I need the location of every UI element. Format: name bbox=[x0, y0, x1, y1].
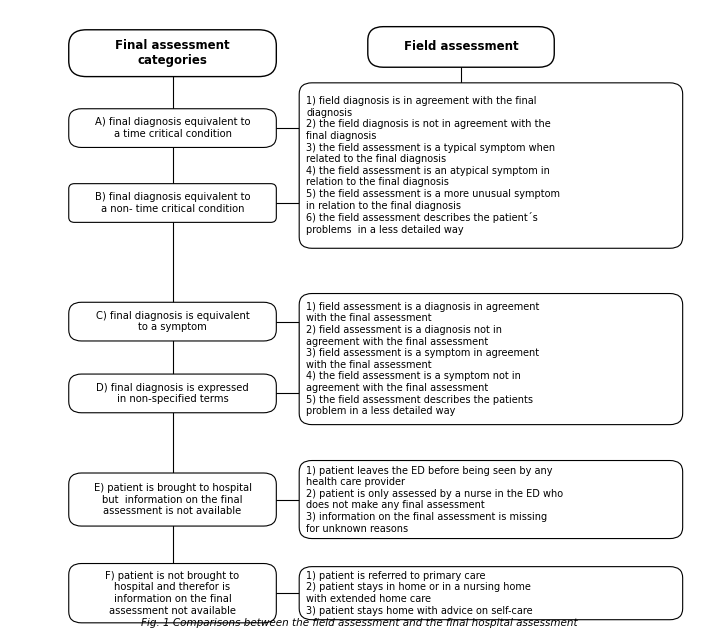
FancyBboxPatch shape bbox=[69, 30, 276, 76]
FancyBboxPatch shape bbox=[69, 374, 276, 413]
FancyBboxPatch shape bbox=[299, 567, 683, 620]
Text: A) final diagnosis equivalent to
a time critical condition: A) final diagnosis equivalent to a time … bbox=[95, 117, 251, 139]
Text: 1) field assessment is a diagnosis in agreement
with the final assessment
2) fie: 1) field assessment is a diagnosis in ag… bbox=[307, 302, 540, 416]
FancyBboxPatch shape bbox=[69, 473, 276, 526]
Text: Fig. 1 Comparisons between the field assessment and the final hospital assessmen: Fig. 1 Comparisons between the field ass… bbox=[141, 617, 577, 627]
FancyBboxPatch shape bbox=[69, 564, 276, 623]
FancyBboxPatch shape bbox=[69, 303, 276, 341]
Text: D) final diagnosis is expressed
in non-specified terms: D) final diagnosis is expressed in non-s… bbox=[96, 383, 249, 404]
FancyBboxPatch shape bbox=[69, 109, 276, 147]
Text: Field assessment: Field assessment bbox=[404, 40, 518, 54]
FancyBboxPatch shape bbox=[69, 183, 276, 222]
FancyBboxPatch shape bbox=[299, 461, 683, 538]
Text: F) patient is not brought to
hospital and therefor is
information on the final
a: F) patient is not brought to hospital an… bbox=[106, 571, 240, 615]
Text: 1) field diagnosis is in agreement with the final
diagnosis
2) the field diagnos: 1) field diagnosis is in agreement with … bbox=[307, 96, 560, 235]
FancyBboxPatch shape bbox=[299, 294, 683, 425]
FancyBboxPatch shape bbox=[368, 27, 554, 68]
Text: 1) patient leaves the ED before being seen by any
health care provider
2) patien: 1) patient leaves the ED before being se… bbox=[307, 466, 564, 534]
Text: C) final diagnosis is equivalent
to a symptom: C) final diagnosis is equivalent to a sy… bbox=[95, 311, 249, 333]
FancyBboxPatch shape bbox=[299, 83, 683, 248]
Text: E) patient is brought to hospital
but  information on the final
assessment is no: E) patient is brought to hospital but in… bbox=[93, 483, 251, 516]
Text: 1) patient is referred to primary care
2) patient stays in home or in a nursing : 1) patient is referred to primary care 2… bbox=[307, 571, 533, 615]
Text: Final assessment
categories: Final assessment categories bbox=[115, 39, 230, 67]
Text: B) final diagnosis equivalent to
a non- time critical condition: B) final diagnosis equivalent to a non- … bbox=[95, 192, 251, 214]
